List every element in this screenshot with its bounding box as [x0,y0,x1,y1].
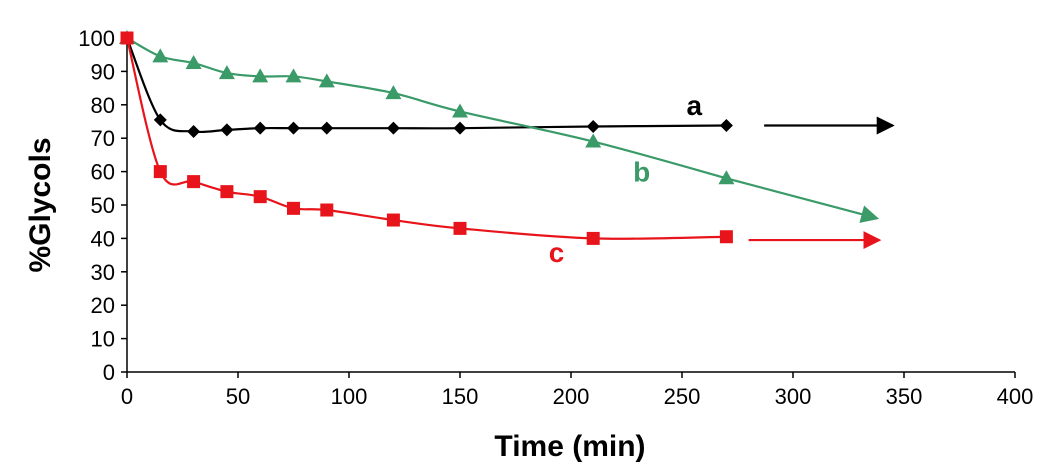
y-tick-label: 80 [91,93,115,118]
y-tick-label: 10 [91,327,115,352]
series-b-arrow [726,177,880,223]
x-tick-label: 100 [331,384,368,409]
series-a-point [320,121,334,135]
series-c-point [719,230,733,244]
y-tick-label: 100 [78,26,115,51]
x-tick-label: 50 [226,384,250,409]
series-b-point [452,103,468,118]
y-tick-label: 30 [91,260,115,285]
y-axis-title: %Glycols [24,137,57,272]
series-c-point [453,221,467,235]
series-c-point [586,231,600,245]
y-tick-label: 20 [91,293,115,318]
series-b-point [718,170,735,185]
series-b-point [385,85,402,100]
series-label-b: b [633,157,650,188]
series-a-point [187,125,201,139]
y-tick-label: 90 [91,59,115,84]
series-label-c: c [549,237,565,268]
series-c [120,31,882,250]
series-a-point [453,121,467,135]
label-layer: a b c [549,90,703,268]
series-b-point [285,68,302,83]
series-b-point [152,48,169,63]
x-tick-label: 150 [442,384,479,409]
series-a-point [153,113,167,127]
axes: 0 50 100 150 200 250 300 350 400 0 10 20 30 40 50 60 70 8… [78,26,1033,409]
series-layer [119,30,895,250]
y-tick-label: 40 [91,226,115,251]
series-c-point [386,213,400,227]
series-a-point [586,120,600,134]
series-b-point [318,73,335,88]
series-c-point [220,185,234,199]
x-axis-title: Time (min) [494,430,645,463]
series-c-point [253,190,267,204]
x-tick-label: 0 [121,384,133,409]
y-tick-label: 50 [91,193,115,218]
x-tick-label: 300 [775,384,812,409]
series-c-point [120,31,134,45]
x-tick-label: 400 [997,384,1034,409]
series-b-point [185,55,202,70]
series-b [119,30,880,223]
series-c-point [320,203,334,217]
series-a-point [253,121,267,135]
series-a-point [386,121,400,135]
series-c-point [187,175,201,189]
y-tick-label: 0 [103,360,115,385]
series-c-line [125,37,727,240]
series-a-point [719,119,733,133]
series-b-point [218,65,235,80]
y-tick-label: 60 [91,160,115,185]
series-b-point [252,68,269,83]
series-c-point [287,201,300,215]
x-tick-label: 200 [553,384,590,409]
series-b-point [585,133,602,148]
x-tick-label: 250 [664,384,701,409]
series-a-point [220,123,234,137]
y-tick-label: 70 [91,126,115,151]
x-tick-label: 350 [886,384,923,409]
series-a-line [125,37,727,134]
series-a-point [287,121,300,135]
series-c-point [153,165,167,179]
series-label-a: a [686,90,702,121]
